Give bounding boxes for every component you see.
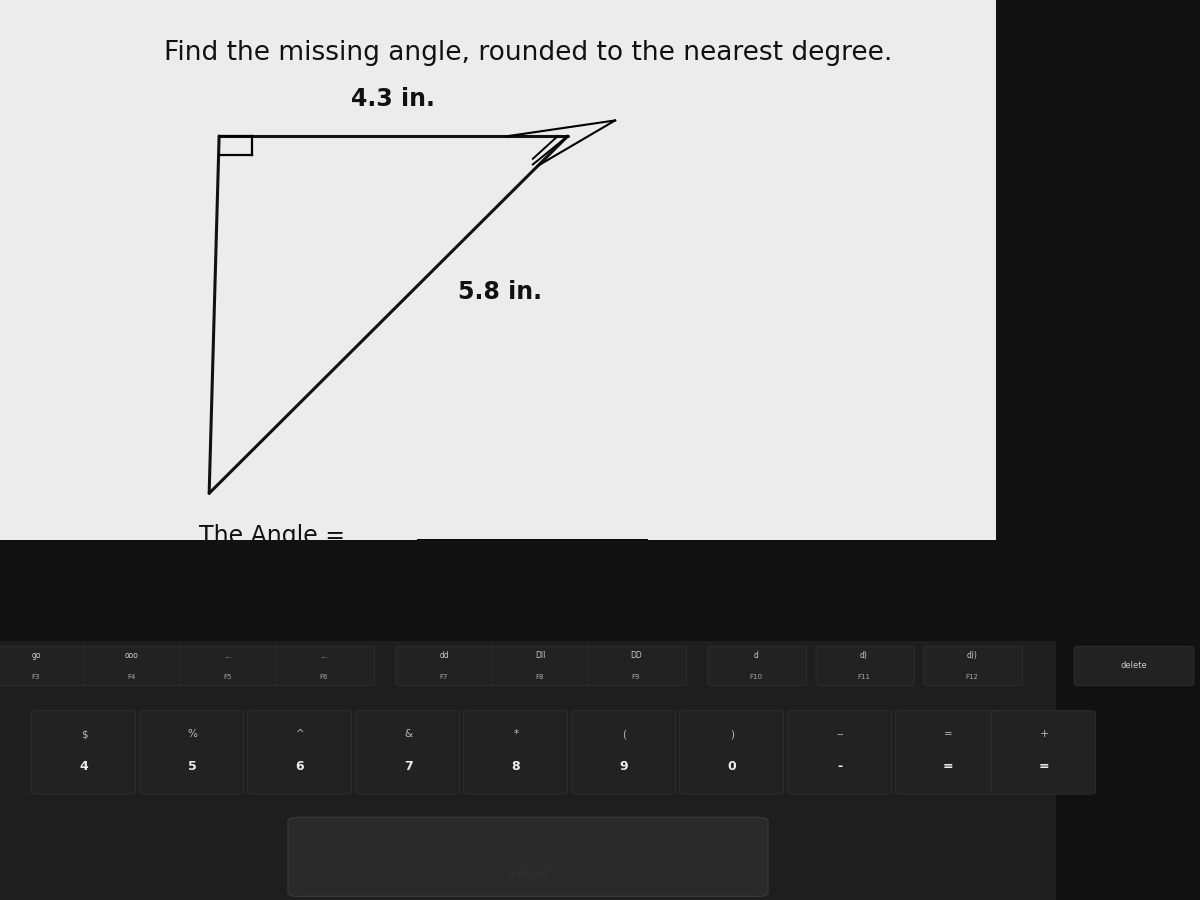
FancyBboxPatch shape	[924, 646, 1022, 686]
Text: 5: 5	[187, 760, 197, 773]
FancyBboxPatch shape	[31, 711, 136, 794]
Text: DII: DII	[535, 651, 545, 660]
Text: d): d)	[860, 651, 868, 660]
FancyBboxPatch shape	[288, 817, 768, 896]
Text: ooo: ooo	[125, 651, 139, 660]
Text: =: =	[943, 760, 953, 773]
FancyBboxPatch shape	[679, 711, 784, 794]
Text: The Angle =: The Angle =	[199, 524, 353, 548]
Text: F5: F5	[224, 674, 232, 680]
Text: d)): d))	[966, 651, 978, 660]
Text: 6: 6	[295, 760, 305, 773]
Text: ...: ...	[224, 651, 232, 660]
Text: %: %	[187, 729, 197, 740]
Text: $: $	[80, 729, 88, 740]
Text: 8: 8	[511, 760, 521, 773]
Text: go: go	[31, 651, 41, 660]
Text: 5.8 in.: 5.8 in.	[458, 280, 542, 304]
Text: --: --	[836, 729, 844, 740]
FancyBboxPatch shape	[708, 646, 806, 686]
FancyBboxPatch shape	[247, 711, 352, 794]
FancyBboxPatch shape	[571, 711, 676, 794]
Text: ^: ^	[295, 729, 305, 740]
Text: F11: F11	[858, 674, 870, 680]
Bar	[0, 641, 1056, 900]
Text: delete: delete	[1121, 662, 1147, 670]
FancyBboxPatch shape	[492, 646, 590, 686]
FancyBboxPatch shape	[276, 646, 374, 686]
Text: +: +	[1039, 729, 1049, 740]
Text: 4.3 in.: 4.3 in.	[352, 86, 436, 111]
Text: F9: F9	[631, 674, 641, 680]
Text: 9: 9	[619, 760, 629, 773]
Text: ): )	[730, 729, 734, 740]
Text: Find the missing angle, rounded to the nearest degree.: Find the missing angle, rounded to the n…	[163, 40, 892, 66]
FancyBboxPatch shape	[0, 646, 86, 686]
Text: 0: 0	[727, 760, 737, 773]
Text: d: d	[754, 651, 758, 660]
Text: dd: dd	[439, 651, 449, 660]
FancyBboxPatch shape	[787, 711, 892, 794]
Text: F6: F6	[319, 674, 329, 680]
Text: F10: F10	[750, 674, 762, 680]
Text: F8: F8	[535, 674, 545, 680]
Text: F4: F4	[128, 674, 136, 680]
Text: ...: ...	[320, 651, 328, 660]
Text: trackpad: trackpad	[509, 870, 547, 879]
FancyBboxPatch shape	[0, 0, 996, 567]
Text: (: (	[622, 729, 626, 740]
FancyBboxPatch shape	[991, 711, 1096, 794]
Text: F12: F12	[966, 674, 978, 680]
Text: F7: F7	[439, 674, 449, 680]
FancyBboxPatch shape	[396, 646, 494, 686]
Text: &: &	[404, 729, 412, 740]
Text: F3: F3	[31, 674, 41, 680]
Bar	[0, 540, 1200, 641]
Text: *: *	[514, 729, 518, 740]
FancyBboxPatch shape	[463, 711, 568, 794]
FancyBboxPatch shape	[816, 646, 914, 686]
FancyBboxPatch shape	[84, 646, 182, 686]
FancyBboxPatch shape	[180, 646, 278, 686]
FancyBboxPatch shape	[588, 646, 686, 686]
Text: -: -	[838, 760, 842, 773]
FancyBboxPatch shape	[139, 711, 244, 794]
Text: DD: DD	[630, 651, 642, 660]
Text: 7: 7	[403, 760, 413, 773]
FancyBboxPatch shape	[895, 711, 1000, 794]
Text: =: =	[1039, 760, 1049, 773]
Text: 4: 4	[79, 760, 89, 773]
FancyBboxPatch shape	[355, 711, 460, 794]
Text: =: =	[943, 729, 953, 740]
FancyBboxPatch shape	[1074, 646, 1194, 686]
